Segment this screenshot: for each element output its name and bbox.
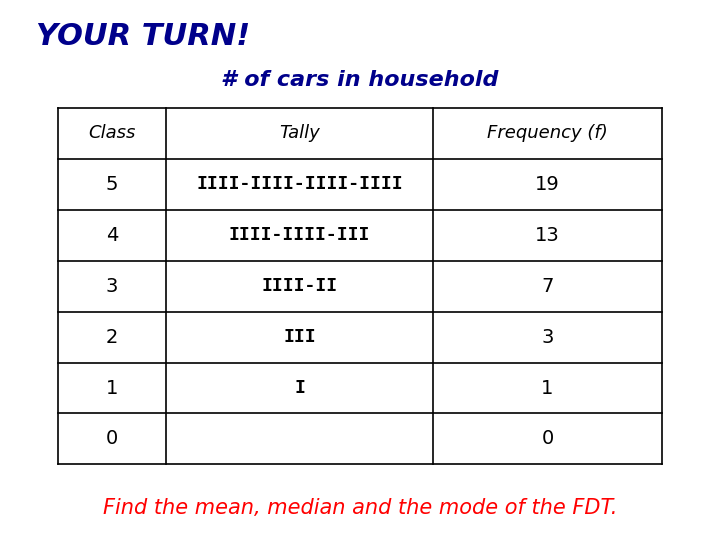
- Text: IIII-IIII-III: IIII-IIII-III: [229, 226, 370, 244]
- Text: 5: 5: [106, 175, 118, 194]
- Text: Class: Class: [89, 124, 135, 143]
- Text: Tally: Tally: [279, 124, 320, 143]
- Text: 0: 0: [541, 429, 554, 448]
- Text: Find the mean, median and the mode of the FDT.: Find the mean, median and the mode of th…: [103, 497, 617, 518]
- Text: 13: 13: [535, 226, 560, 245]
- Text: 3: 3: [106, 276, 118, 296]
- Text: 3: 3: [541, 328, 554, 347]
- Text: 0: 0: [106, 429, 118, 448]
- Text: 1: 1: [541, 379, 554, 397]
- Text: III: III: [283, 328, 316, 346]
- Text: 19: 19: [535, 175, 560, 194]
- Text: IIII-IIII-IIII-IIII: IIII-IIII-IIII-IIII: [197, 176, 402, 193]
- Text: 1: 1: [106, 379, 118, 397]
- Text: YOUR TURN!: YOUR TURN!: [36, 22, 250, 51]
- Text: 2: 2: [106, 328, 118, 347]
- Text: 4: 4: [106, 226, 118, 245]
- Text: I: I: [294, 379, 305, 397]
- Text: Frequency (f): Frequency (f): [487, 124, 608, 143]
- Text: IIII-II: IIII-II: [261, 277, 338, 295]
- Text: # of cars in household: # of cars in household: [221, 70, 499, 90]
- Text: 7: 7: [541, 276, 554, 296]
